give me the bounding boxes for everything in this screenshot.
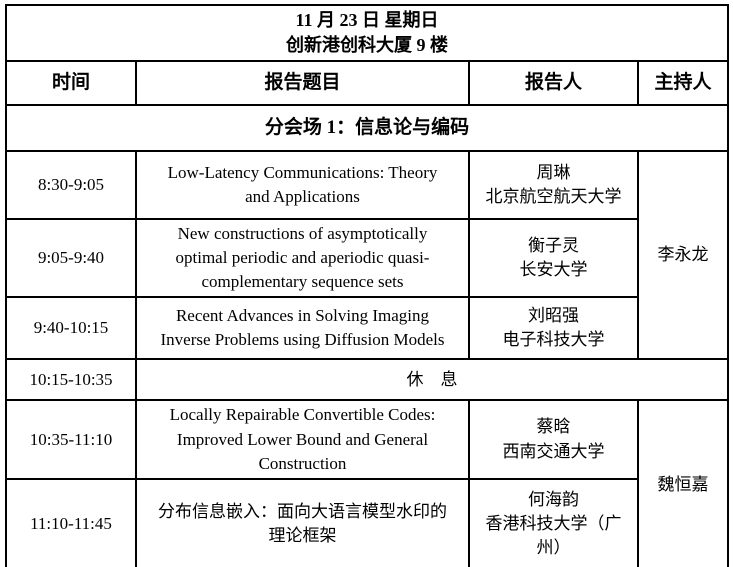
time-cell: 9:05-9:40 [5,217,137,299]
talk-title-cell: New constructions of asymptotically opti… [135,217,470,299]
column-header-title: 报告题目 [135,60,470,106]
table-row: 8:30-9:05 Low-Latency Communications: Th… [5,149,729,361]
table-title-row: 11 月 23 日 星期日 创新港创科大厦 9 楼 [5,4,729,62]
chair-cell: 李永龙 [637,149,729,361]
table-title-cell: 11 月 23 日 星期日 创新港创科大厦 9 楼 [5,4,729,62]
speaker-name: 衡子灵 [528,236,579,256]
speaker-affiliation: 北京航空航天大学 [485,187,622,206]
table-row: 10:35-11:10 Locally Repairable Convertib… [5,399,729,567]
break-cell: 休 息 [135,358,729,402]
talk-title-cell: 分布信息嵌入：面向大语言模型水印的理论框架 [135,477,470,567]
speaker-cell: 衡子灵 长安大学 [468,217,639,299]
schedule-table: 11 月 23 日 星期日 创新港创科大厦 9 楼 时间 报告题目 报告人 主持… [5,4,729,567]
speaker-cell: 刘昭强 电子科技大学 [468,296,639,361]
speaker-name: 刘昭强 [528,306,579,326]
time-cell: 8:30-9:05 [5,150,137,220]
column-header-speaker: 报告人 [468,60,639,106]
column-header-chair: 主持人 [637,60,729,106]
session-header: 分会场 1：信息论与编码 [5,104,729,152]
speaker-name: 周琳 [536,162,571,182]
speaker-cell: 何海韵 香港科技大学（广州） [468,477,639,567]
table-row: 11:10-11:45 分布信息嵌入：面向大语言模型水印的理论框架 何海韵 香港… [5,477,728,567]
talk-title-cell: Low-Latency Communications: Theory and A… [135,150,470,220]
speaker-affiliation: 香港科技大学（广州） [485,513,622,557]
time-cell: 10:15-10:35 [5,358,137,402]
column-header-row: 时间 报告题目 报告人 主持人 [5,60,729,106]
table-row: 9:05-9:40 New constructions of asymptoti… [5,217,728,299]
talk-title-cell: Locally Repairable Convertible Codes: Im… [135,399,470,480]
date-title: 11 月 23 日 星期日 [295,10,439,31]
talk-title-cell: Recent Advances in Solving Imaging Inver… [135,296,470,361]
session-header-row: 分会场 1：信息论与编码 [5,104,729,152]
break-row: 10:15-10:35 休 息 [5,358,729,402]
speaker-cell: 周琳 北京航空航天大学 [468,150,639,220]
venue-title: 创新港创科大厦 9 楼 [286,35,448,55]
speaker-affiliation: 长安大学 [519,260,588,280]
speaker-cell: 蔡晗 西南交通大学 [468,399,639,480]
speaker-name: 何海韵 [528,489,579,509]
speaker-affiliation: 电子科技大学 [502,330,605,350]
time-cell: 11:10-11:45 [5,477,137,567]
speaker-name: 蔡晗 [536,417,571,437]
column-header-time: 时间 [5,60,137,106]
time-cell: 10:35-11:10 [5,399,137,480]
speaker-affiliation: 西南交通大学 [502,441,605,461]
table-row: 9:40-10:15 Recent Advances in Solving Im… [5,296,728,361]
chair-cell: 魏恒嘉 [637,399,729,567]
time-cell: 9:40-10:15 [5,296,137,361]
